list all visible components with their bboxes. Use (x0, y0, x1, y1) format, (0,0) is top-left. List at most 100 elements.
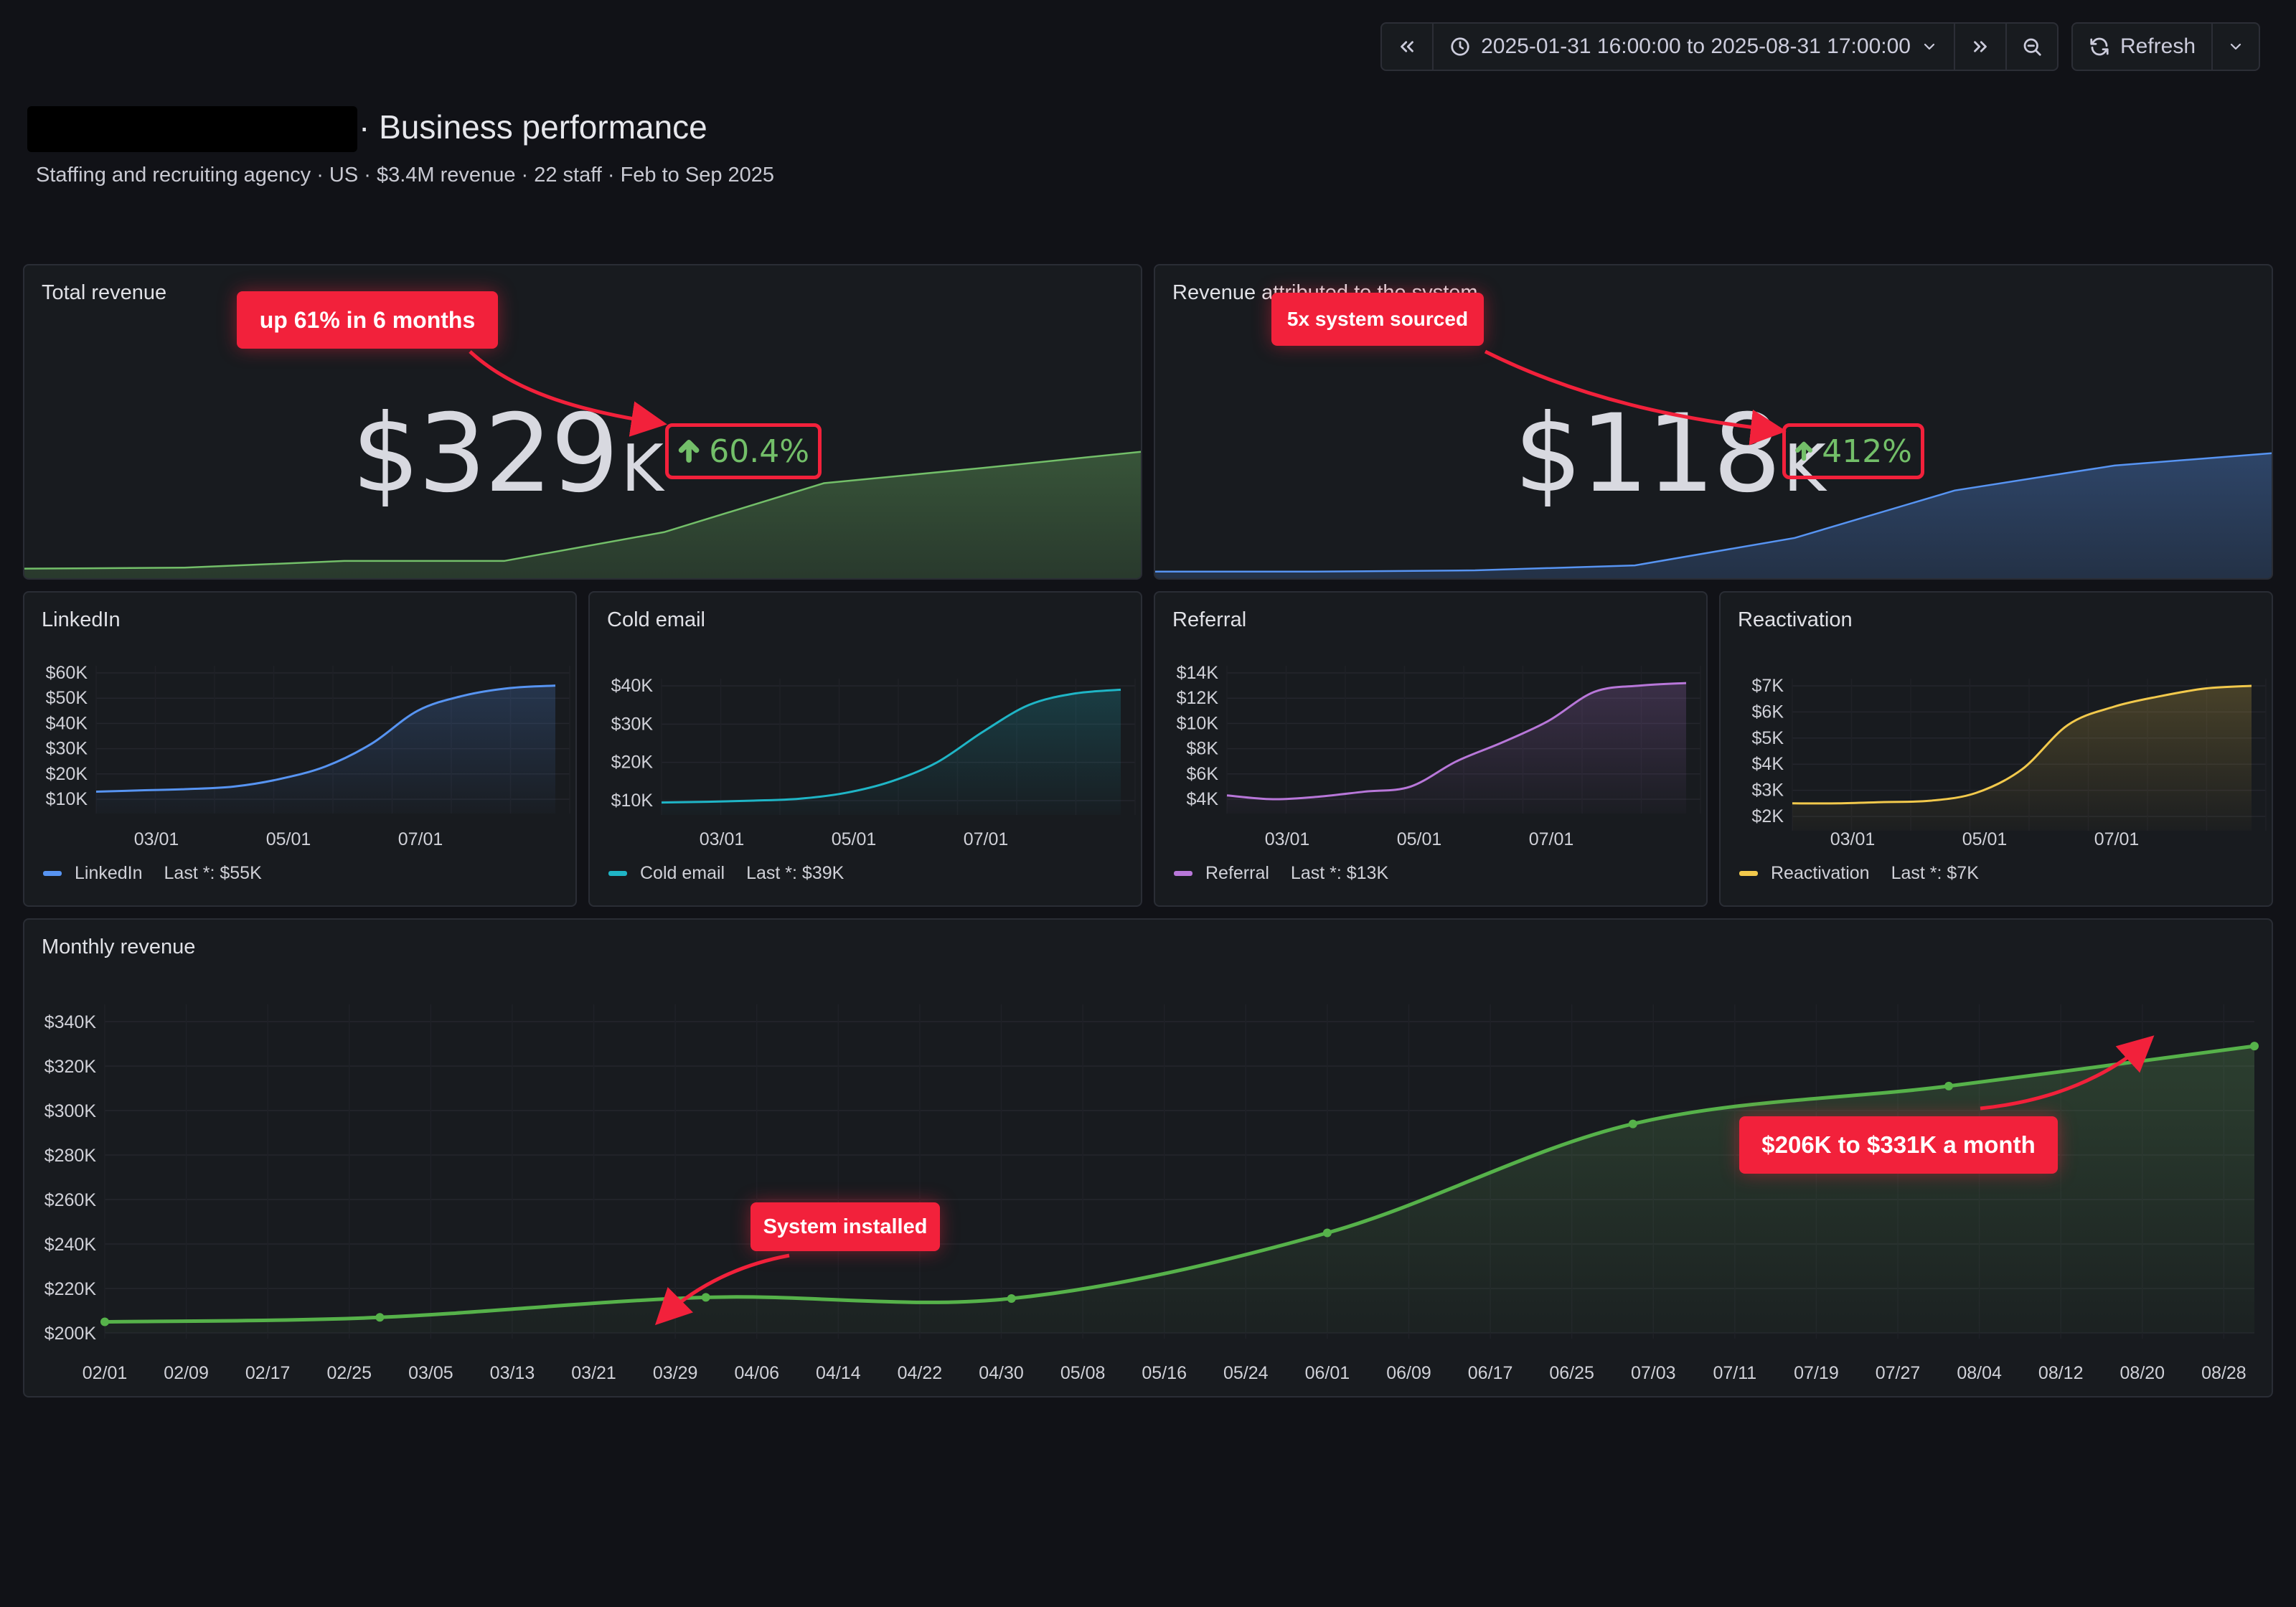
y-tick-label: $8K (1187, 739, 1219, 759)
x-tick-label: 08/28 (2201, 1363, 2246, 1383)
delta-value: 412% (1822, 433, 1912, 470)
total-revenue-delta: 60.4% (665, 423, 822, 479)
y-tick-label: $30K (46, 739, 88, 759)
x-tick-label: 03/01 (1830, 829, 1876, 849)
x-tick-label: 07/27 (1876, 1363, 1921, 1383)
panel-title: Total revenue (42, 281, 167, 304)
y-tick-label: $7K (1752, 676, 1784, 696)
chart-legend[interactable]: Reactivation Last *: $7K (1739, 863, 1979, 884)
x-tick-label: 02/25 (326, 1363, 372, 1383)
y-tick-label: $240K (44, 1235, 97, 1255)
legend-last-value: Last *: $7K (1891, 863, 1979, 883)
x-tick-label: 07/11 (1713, 1363, 1756, 1383)
data-point (1628, 1119, 1637, 1128)
x-tick-label: 05/01 (832, 829, 877, 849)
y-tick-label: $40K (46, 713, 88, 733)
zoom-out-icon (2023, 38, 2041, 56)
redacted-company-name (27, 106, 357, 152)
page-title: · Business performance (359, 108, 707, 146)
y-tick-label: $2K (1752, 806, 1784, 826)
callout-system-sourced: 5x system sourced (1271, 293, 1484, 346)
sparkline-area (1155, 453, 2272, 578)
y-tick-label: $6K (1187, 764, 1219, 784)
y-tick-label: $340K (44, 1012, 97, 1032)
page-subtitle: Staffing and recruiting agency · US · $3… (36, 164, 775, 187)
legend-last-value: Last *: $13K (1290, 863, 1389, 883)
x-tick-label: 07/01 (2094, 829, 2140, 849)
legend-last-value: Last *: $55K (164, 863, 262, 883)
x-tick-label: 06/17 (1468, 1363, 1513, 1383)
delta-value: 60.4% (709, 433, 809, 470)
y-tick-label: $220K (44, 1279, 97, 1299)
refresh-button[interactable]: Refresh (2073, 24, 2213, 70)
y-tick-label: $10K (1177, 713, 1219, 733)
x-tick-label: 03/21 (571, 1363, 616, 1383)
x-tick-label: 03/01 (700, 829, 745, 849)
x-tick-label: 03/01 (1265, 829, 1310, 849)
data-point (100, 1317, 109, 1326)
y-tick-label: $30K (611, 714, 654, 734)
series-area (96, 685, 555, 814)
dashboard-toolbar: 2025-01-31 16:00:00 to 2025-08-31 17:00:… (1380, 22, 2260, 71)
time-range-picker[interactable]: 2025-01-31 16:00:00 to 2025-08-31 17:00:… (1434, 24, 1955, 70)
reactivation-panel[interactable]: $7K $6K $5K $4K $3K $2K 03/01 05/01 07/01 Reacti… (1719, 591, 2273, 907)
x-tick-label: 07/01 (1529, 829, 1574, 849)
chart-legend[interactable]: LinkedIn Last *: $55K (43, 863, 262, 884)
x-tick-label: 04/14 (816, 1363, 861, 1383)
arrow-up-icon (1795, 441, 1813, 461)
cold-email-panel[interactable]: $40K $30K $20K $10K 03/01 05/01 07/01 Cold ema… (588, 591, 1142, 907)
chevrons-right-icon (1974, 41, 1987, 52)
time-range-label: 2025-01-31 16:00:00 to 2025-08-31 17:00:… (1481, 34, 1911, 58)
y-tick-label: $14K (1177, 663, 1219, 683)
refresh-interval-dropdown[interactable] (2213, 24, 2259, 70)
linkedin-panel[interactable]: $60K $50K $40K $30K $20K $10K 03/01 05/01 07/01 … (23, 591, 577, 907)
x-tick-label: 07/03 (1631, 1363, 1676, 1383)
data-point (375, 1313, 385, 1322)
series-area (662, 689, 1121, 815)
legend-label: Reactivation (1771, 863, 1870, 883)
sparkline-line (24, 451, 1141, 570)
refresh-group: Refresh (2071, 22, 2260, 71)
chevron-down-icon (1924, 43, 1935, 50)
y-tick-label: $4K (1752, 754, 1784, 774)
system-revenue-sparkline (1155, 452, 2272, 578)
chart-legend[interactable]: Referral Last *: $13K (1174, 863, 1388, 884)
x-tick-label: 08/20 (2120, 1363, 2165, 1383)
system-revenue-delta: 412% (1782, 423, 1924, 479)
y-tick-label: $4K (1187, 789, 1219, 809)
total-revenue-sparkline (24, 451, 1141, 578)
chart-legend[interactable]: Cold email Last *: $39K (608, 863, 844, 884)
callout-growth-range: $206K to $331K a month (1739, 1116, 2058, 1174)
y-tick-label: $280K (44, 1146, 97, 1166)
referral-chart: $14K $12K $10K $8K $6K $4K 03/01 05/01 07/01 (1177, 663, 1701, 849)
zoom-out-button[interactable] (2007, 24, 2057, 70)
panel-title: Reactivation (1738, 608, 1853, 631)
y-tick-label: $3K (1752, 781, 1784, 801)
x-tick-label: 02/17 (245, 1363, 291, 1383)
referral-panel[interactable]: $14K $12K $10K $8K $6K $4K 03/01 05/01 07/01 Ref… (1154, 591, 1708, 907)
x-tick-label: 05/01 (1397, 829, 1442, 849)
data-point (701, 1293, 710, 1302)
callout-total-growth: up 61% in 6 months (237, 291, 498, 349)
stat-unit: K (621, 431, 664, 506)
time-shift-forward-button[interactable] (1955, 24, 2007, 70)
panel-title: Cold email (607, 608, 705, 631)
refresh-icon (2090, 37, 2109, 56)
x-tick-label: 08/04 (1957, 1363, 2002, 1383)
series-line (95, 684, 556, 793)
time-shift-back-button[interactable] (1382, 24, 1434, 70)
y-tick-label: $300K (44, 1101, 97, 1121)
x-tick-label: 05/01 (1962, 829, 2008, 849)
y-tick-label: $5K (1752, 728, 1784, 748)
y-tick-label: $260K (44, 1190, 97, 1210)
y-tick-label: $6K (1752, 702, 1784, 722)
series-area (1227, 683, 1686, 814)
y-tick-label: $10K (46, 789, 88, 809)
legend-label: Referral (1205, 863, 1269, 883)
total-revenue-panel[interactable]: Total revenue $329 K 60.4% (23, 264, 1142, 580)
data-point (1007, 1293, 1016, 1303)
system-revenue-value: $118 K (1514, 392, 1826, 517)
x-tick-label: 05/16 (1142, 1363, 1187, 1383)
y-tick-label: $12K (1177, 688, 1219, 708)
x-tick-label: 04/22 (898, 1363, 943, 1383)
